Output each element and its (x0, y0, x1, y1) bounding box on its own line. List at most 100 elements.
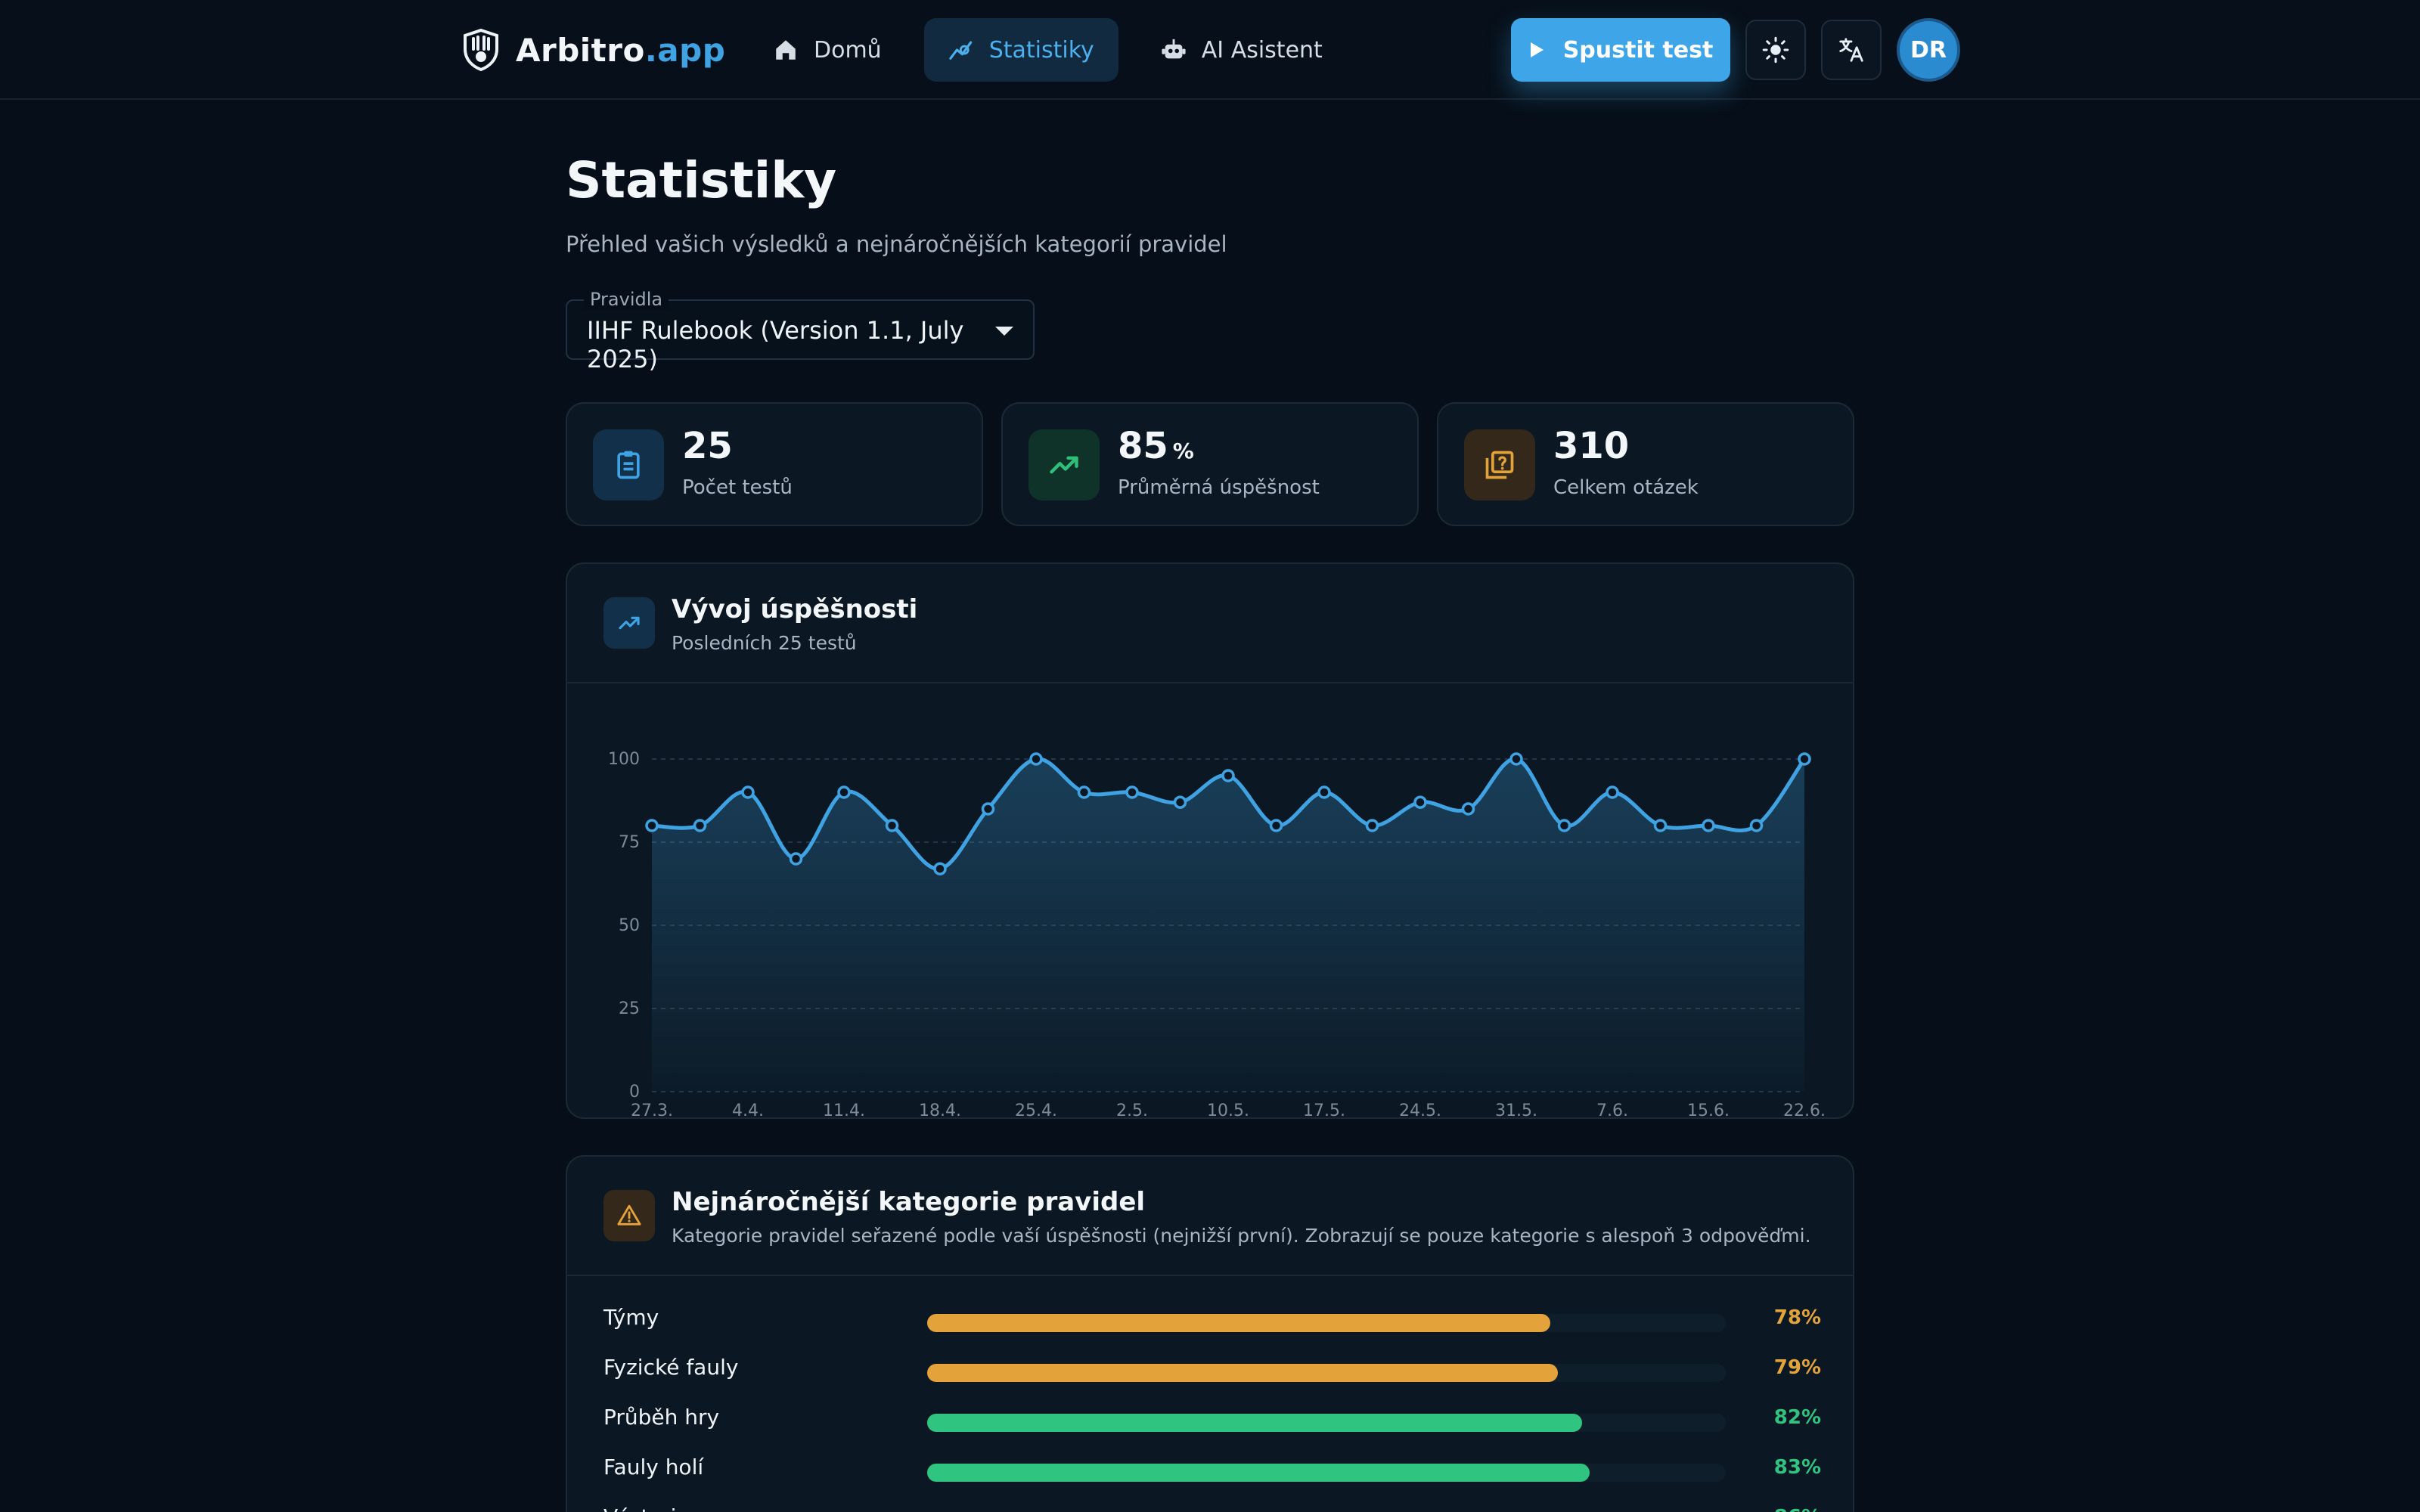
language-button[interactable] (1821, 20, 1882, 80)
y-tick-label: 50 (619, 916, 640, 935)
main-nav: Domů Statistiky AI Asistent (749, 18, 1347, 82)
x-tick-label: 2.5. (1116, 1101, 1148, 1119)
home-icon (776, 40, 796, 60)
nav-home-label: Domů (814, 36, 882, 64)
robot-icon (1162, 39, 1186, 59)
data-point[interactable] (1029, 752, 1043, 766)
x-tick-label: 7.6. (1596, 1101, 1628, 1119)
y-tick-label: 25 (619, 999, 640, 1018)
category-progress-fill (927, 1464, 1590, 1482)
category-row: Průběh hry 82% (603, 1405, 1821, 1435)
nav-ai-assistant[interactable]: AI Asistent (1137, 18, 1347, 82)
data-point[interactable] (1653, 819, 1668, 832)
data-point[interactable] (1317, 785, 1331, 799)
category-row: Fyzické fauly 79% (603, 1355, 1821, 1385)
x-tick-label: 18.4. (919, 1101, 961, 1119)
data-point[interactable] (741, 785, 755, 799)
chart-icon (948, 41, 973, 60)
nav-home[interactable]: Domů (749, 18, 906, 82)
brand-name-main: Arbitro (516, 31, 645, 69)
x-tick-label: 11.4. (823, 1101, 865, 1119)
x-tick-label: 31.5. (1495, 1101, 1537, 1119)
data-point[interactable] (1798, 752, 1811, 766)
stat-number: 85 (1118, 425, 1168, 467)
data-point[interactable] (1749, 819, 1764, 832)
category-row: Výstroj 86% (603, 1504, 1821, 1512)
brand-logo[interactable]: Arbitro.app (461, 27, 725, 73)
data-point[interactable] (1557, 819, 1571, 832)
rules-select[interactable]: Pravidla IIHF Rulebook (Version 1.1, Jul… (566, 289, 1035, 373)
data-point[interactable] (693, 819, 707, 832)
x-tick-label: 27.3. (631, 1101, 673, 1119)
stat-value: 25 (682, 425, 737, 467)
x-tick-label: 10.5. (1207, 1101, 1249, 1119)
warning-icon (603, 1190, 655, 1241)
stat-value: 85% (1118, 425, 1194, 467)
stat-label: Počet testů (682, 476, 793, 499)
category-progress-track (927, 1314, 1726, 1332)
top-navbar: Arbitro.app Domů Statistiky AI Asistent … (0, 0, 2420, 100)
category-row: Fauly holí 83% (603, 1455, 1821, 1485)
translate-icon (1839, 38, 1863, 62)
data-point[interactable] (1365, 819, 1379, 832)
data-point[interactable] (1077, 785, 1091, 799)
category-name: Fyzické fauly (603, 1355, 739, 1380)
data-point[interactable] (789, 852, 803, 866)
start-test-label: Spustit test (1562, 36, 1714, 64)
x-tick-label: 17.5. (1303, 1101, 1345, 1119)
data-point[interactable] (1413, 795, 1427, 809)
question-library-icon (1464, 429, 1535, 500)
category-progress-track (927, 1364, 1726, 1382)
theme-toggle-button[interactable] (1745, 20, 1806, 80)
divider (567, 682, 1853, 683)
stat-card-tests: 25 Počet testů (566, 402, 983, 526)
data-point[interactable] (1606, 785, 1619, 799)
y-tick-label: 100 (608, 750, 640, 769)
category-progress-fill (927, 1314, 1550, 1332)
trend-card-subtitle: Posledních 25 testů (672, 632, 857, 654)
x-tick-label: 22.6. (1783, 1101, 1826, 1119)
x-tick-label: 25.4. (1015, 1101, 1057, 1119)
data-point[interactable] (1509, 752, 1523, 766)
stat-number: 25 (682, 425, 733, 467)
category-progress-fill (927, 1364, 1559, 1382)
data-point[interactable] (885, 819, 899, 832)
y-tick-label: 0 (629, 1083, 640, 1101)
data-point[interactable] (1461, 802, 1475, 816)
sun-icon (1762, 36, 1789, 64)
data-point[interactable] (1269, 819, 1283, 832)
success-trend-card: Vývoj úspěšnosti Posledních 25 testů 0 25… (566, 562, 1854, 1119)
shield-logo-icon (464, 28, 498, 72)
data-point[interactable] (981, 802, 995, 816)
category-progress-track (927, 1414, 1726, 1432)
success-area (652, 758, 1804, 1092)
nav-statistics-label: Statistiky (988, 36, 1094, 64)
category-percent: 78% (1773, 1306, 1821, 1329)
data-point[interactable] (933, 862, 947, 875)
trending-up-icon (1028, 429, 1100, 500)
category-row: Týmy 78% (603, 1305, 1821, 1335)
stat-unit: % (1172, 438, 1194, 463)
categories-card-subtitle: Kategorie pravidel seřazené podle vaší ú… (672, 1225, 1811, 1247)
data-point[interactable] (1125, 785, 1139, 799)
y-tick-label: 75 (619, 833, 640, 852)
category-name: Výstroj (603, 1504, 676, 1512)
user-avatar[interactable]: DR (1897, 18, 1960, 82)
category-percent: 82% (1773, 1406, 1821, 1429)
data-point[interactable] (645, 819, 659, 832)
start-test-button[interactable]: Spustit test (1511, 18, 1730, 82)
x-tick-label: 4.4. (732, 1101, 764, 1119)
rules-select-value: IIHF Rulebook (Version 1.1, July 2025) (587, 316, 964, 373)
category-name: Týmy (603, 1305, 659, 1330)
data-point[interactable] (837, 785, 851, 799)
category-progress-track (927, 1464, 1726, 1482)
trending-up-icon (603, 597, 655, 649)
play-icon (1530, 42, 1544, 57)
data-point[interactable] (1702, 819, 1715, 832)
rules-select-label: Pravidla (584, 289, 669, 310)
success-line-chart: 0 25 50 75 100 27.3. 4.4. 11.4. 18.4. 25.4. 2.5. 10… (608, 750, 1826, 1119)
nav-statistics[interactable]: Statistiky (923, 18, 1118, 82)
data-point[interactable] (1221, 769, 1235, 782)
data-point[interactable] (1173, 795, 1187, 809)
category-percent: 79% (1773, 1356, 1821, 1379)
